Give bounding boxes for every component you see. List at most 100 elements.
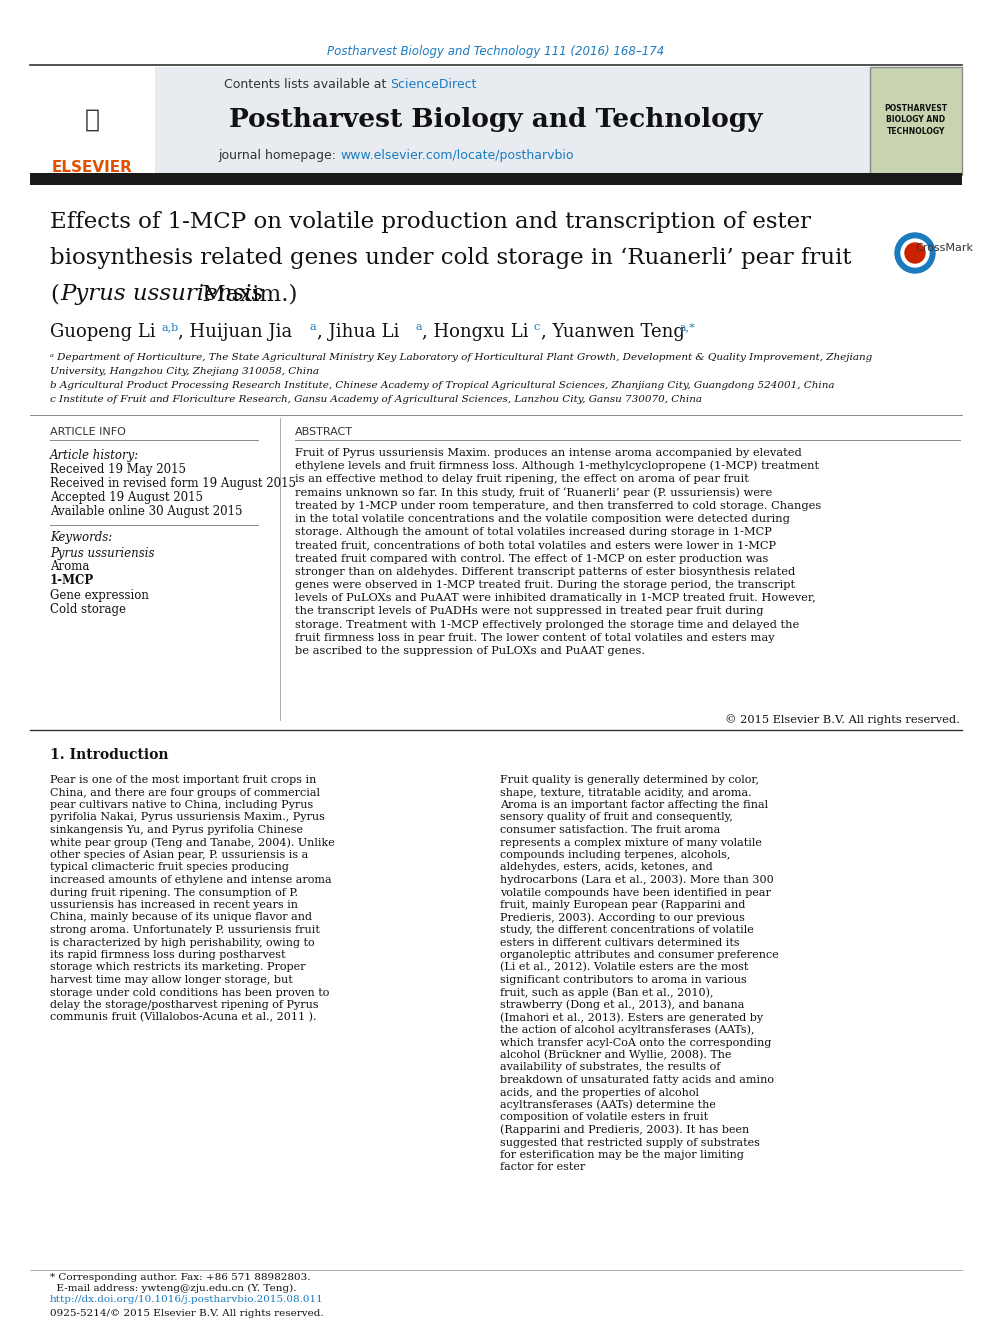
Text: study, the different concentrations of volatile: study, the different concentrations of v… (500, 925, 754, 935)
Text: (: ( (50, 283, 59, 306)
Text: hydrocarbons (Lara et al., 2003). More than 300: hydrocarbons (Lara et al., 2003). More t… (500, 875, 774, 885)
Text: , Yuanwen Teng: , Yuanwen Teng (541, 323, 684, 341)
Text: Fruit of Pyrus ussuriensis Maxim. produces an intense aroma accompanied by eleva: Fruit of Pyrus ussuriensis Maxim. produc… (295, 448, 802, 458)
Text: © 2015 Elsevier B.V. All rights reserved.: © 2015 Elsevier B.V. All rights reserved… (725, 714, 960, 725)
Text: 0925-5214/© 2015 Elsevier B.V. All rights reserved.: 0925-5214/© 2015 Elsevier B.V. All right… (50, 1310, 323, 1319)
Text: shape, texture, titratable acidity, and aroma.: shape, texture, titratable acidity, and … (500, 787, 752, 798)
FancyBboxPatch shape (30, 173, 962, 185)
Text: alcohol (Brückner and Wyllie, 2008). The: alcohol (Brückner and Wyllie, 2008). The (500, 1049, 731, 1060)
Text: Cold storage: Cold storage (50, 602, 126, 615)
Text: Postharvest Biology and Technology 111 (2016) 168–174: Postharvest Biology and Technology 111 (… (327, 45, 665, 58)
Text: is an effective method to delay fruit ripening, the effect on aroma of pear frui: is an effective method to delay fruit ri… (295, 475, 749, 484)
Text: its rapid firmness loss during postharvest: its rapid firmness loss during postharve… (50, 950, 286, 960)
Text: http://dx.doi.org/10.1016/j.postharvbio.2015.08.011: http://dx.doi.org/10.1016/j.postharvbio.… (50, 1295, 323, 1304)
Text: biosynthesis related genes under cold storage in ‘Ruanerli’ pear fruit: biosynthesis related genes under cold st… (50, 247, 851, 269)
Text: sensory quality of fruit and consequently,: sensory quality of fruit and consequentl… (500, 812, 733, 823)
Text: CrossMark: CrossMark (915, 243, 973, 253)
Text: white pear group (Teng and Tanabe, 2004). Unlike: white pear group (Teng and Tanabe, 2004)… (50, 837, 334, 848)
Text: which transfer acyl-CoA onto the corresponding: which transfer acyl-CoA onto the corresp… (500, 1037, 772, 1048)
Text: Keywords:: Keywords: (50, 532, 112, 545)
Text: remains unknown so far. In this study, fruit of ‘Ruanerli’ pear (P. ussuriensis): remains unknown so far. In this study, f… (295, 487, 772, 497)
Text: Aroma: Aroma (50, 561, 89, 573)
Text: Effects of 1-MCP on volatile production and transcription of ester: Effects of 1-MCP on volatile production … (50, 210, 811, 233)
Text: harvest time may allow longer storage, but: harvest time may allow longer storage, b… (50, 975, 293, 986)
Text: factor for ester: factor for ester (500, 1163, 585, 1172)
Text: (Rapparini and Predieris, 2003). It has been: (Rapparini and Predieris, 2003). It has … (500, 1125, 749, 1135)
Text: suggested that restricted supply of substrates: suggested that restricted supply of subs… (500, 1138, 760, 1147)
Text: Postharvest Biology and Technology: Postharvest Biology and Technology (229, 107, 763, 132)
Text: Available online 30 August 2015: Available online 30 August 2015 (50, 505, 242, 519)
Text: 1-MCP: 1-MCP (50, 574, 94, 587)
Text: a: a (415, 321, 422, 332)
Text: be ascribed to the suppression of PuLOXs and PuAAT genes.: be ascribed to the suppression of PuLOXs… (295, 646, 645, 656)
Text: ARTICLE INFO: ARTICLE INFO (50, 427, 126, 437)
Text: typical climacteric fruit species producing: typical climacteric fruit species produc… (50, 863, 289, 872)
Text: treated by 1-MCP under room temperature, and then transferred to cold storage. C: treated by 1-MCP under room temperature,… (295, 501, 821, 511)
Text: Contents lists available at: Contents lists available at (223, 78, 390, 91)
Text: (Imahori et al., 2013). Esters are generated by: (Imahori et al., 2013). Esters are gener… (500, 1012, 763, 1023)
Text: b Agricultural Product Processing Research Institute, Chinese Academy of Tropica: b Agricultural Product Processing Resear… (50, 381, 834, 390)
Text: storage under cold conditions has been proven to: storage under cold conditions has been p… (50, 987, 329, 998)
Text: fruit, mainly European pear (Rapparini and: fruit, mainly European pear (Rapparini a… (500, 900, 745, 910)
Text: www.elsevier.com/locate/postharvbio: www.elsevier.com/locate/postharvbio (340, 148, 573, 161)
Text: Article history:: Article history: (50, 448, 139, 462)
Text: ussuriensis has increased in recent years in: ussuriensis has increased in recent year… (50, 900, 298, 910)
Text: , Jihua Li: , Jihua Li (317, 323, 400, 341)
Text: Gene expression: Gene expression (50, 589, 149, 602)
Text: a,*: a,* (680, 321, 695, 332)
Text: communis fruit (Villalobos-Acuna et al., 2011 ).: communis fruit (Villalobos-Acuna et al.,… (50, 1012, 316, 1023)
Text: storage which restricts its marketing. Proper: storage which restricts its marketing. P… (50, 963, 306, 972)
Text: a: a (310, 321, 316, 332)
Text: Received in revised form 19 August 2015: Received in revised form 19 August 2015 (50, 478, 296, 491)
Text: breakdown of unsaturated fatty acids and amino: breakdown of unsaturated fatty acids and… (500, 1076, 774, 1085)
Text: sinkangensis Yu, and Pyrus pyrifolia Chinese: sinkangensis Yu, and Pyrus pyrifolia Chi… (50, 826, 303, 835)
Text: Pyrus ussuriensis: Pyrus ussuriensis (50, 546, 155, 560)
Text: (Li et al., 2012). Volatile esters are the most: (Li et al., 2012). Volatile esters are t… (500, 962, 748, 972)
Text: in the total volatile concentrations and the volatile composition were detected : in the total volatile concentrations and… (295, 515, 790, 524)
Text: ᵃ Department of Horticulture, The State Agricultural Ministry Key Laboratory of : ᵃ Department of Horticulture, The State … (50, 353, 872, 363)
FancyBboxPatch shape (30, 67, 962, 175)
Text: ABSTRACT: ABSTRACT (295, 427, 353, 437)
Text: represents a complex mixture of many volatile: represents a complex mixture of many vol… (500, 837, 762, 848)
Text: journal homepage:: journal homepage: (218, 148, 340, 161)
Text: genes were observed in 1-MCP treated fruit. During the storage period, the trans: genes were observed in 1-MCP treated fru… (295, 579, 796, 590)
Text: strawberry (Dong et al., 2013), and banana: strawberry (Dong et al., 2013), and bana… (500, 1000, 744, 1011)
Text: Aroma is an important factor affecting the final: Aroma is an important factor affecting t… (500, 800, 768, 810)
Text: organoleptic attributes and consumer preference: organoleptic attributes and consumer pre… (500, 950, 779, 960)
Text: volatile compounds have been identified in pear: volatile compounds have been identified … (500, 888, 771, 897)
Circle shape (895, 233, 935, 273)
Text: acids, and the properties of alcohol: acids, and the properties of alcohol (500, 1088, 699, 1098)
Text: Received 19 May 2015: Received 19 May 2015 (50, 463, 186, 476)
Text: 🌳: 🌳 (84, 108, 99, 132)
FancyBboxPatch shape (30, 67, 155, 175)
Text: the transcript levels of PuADHs were not suppressed in treated pear fruit during: the transcript levels of PuADHs were not… (295, 606, 764, 617)
Text: the action of alcohol acyltransferases (AATs),: the action of alcohol acyltransferases (… (500, 1025, 755, 1036)
Circle shape (901, 239, 929, 267)
Text: for esterification may be the major limiting: for esterification may be the major limi… (500, 1150, 744, 1160)
Text: is characterized by high perishability, owing to: is characterized by high perishability, … (50, 938, 314, 947)
Text: ethylene levels and fruit firmness loss. Although 1-methylcyclopropene (1-MCP) t: ethylene levels and fruit firmness loss.… (295, 460, 819, 471)
Text: ScienceDirect: ScienceDirect (390, 78, 476, 91)
Text: storage. Treatment with 1-MCP effectively prolonged the storage time and delayed: storage. Treatment with 1-MCP effectivel… (295, 619, 800, 630)
Text: c Institute of Fruit and Floriculture Research, Gansu Academy of Agricultural Sc: c Institute of Fruit and Floriculture Re… (50, 396, 702, 405)
Text: esters in different cultivars determined its: esters in different cultivars determined… (500, 938, 740, 947)
Text: strong aroma. Unfortunately P. ussuriensis fruit: strong aroma. Unfortunately P. ussuriens… (50, 925, 319, 935)
Text: Pear is one of the most important fruit crops in: Pear is one of the most important fruit … (50, 775, 316, 785)
Text: Predieris, 2003). According to our previous: Predieris, 2003). According to our previ… (500, 913, 745, 922)
Text: during fruit ripening. The consumption of P.: during fruit ripening. The consumption o… (50, 888, 299, 897)
Text: availability of substrates, the results of: availability of substrates, the results … (500, 1062, 720, 1073)
Text: Guopeng Li: Guopeng Li (50, 323, 156, 341)
Text: storage. Although the amount of total volatiles increased during storage in 1-MC: storage. Although the amount of total vo… (295, 527, 772, 537)
Text: compounds including terpenes, alcohols,: compounds including terpenes, alcohols, (500, 849, 730, 860)
Text: c: c (534, 321, 541, 332)
Text: consumer satisfaction. The fruit aroma: consumer satisfaction. The fruit aroma (500, 826, 720, 835)
Text: fruit firmness loss in pear fruit. The lower content of total volatiles and este: fruit firmness loss in pear fruit. The l… (295, 632, 775, 643)
Text: POSTHARVEST
BIOLOGY AND
TECHNOLOGY: POSTHARVEST BIOLOGY AND TECHNOLOGY (885, 105, 947, 135)
Text: Maxim.): Maxim.) (195, 283, 298, 306)
Text: other species of Asian pear, P. ussuriensis is a: other species of Asian pear, P. ussurien… (50, 849, 309, 860)
Text: pyrifolia Nakai, Pyrus ussuriensis Maxim., Pyrus: pyrifolia Nakai, Pyrus ussuriensis Maxim… (50, 812, 324, 823)
FancyBboxPatch shape (870, 67, 962, 175)
Text: composition of volatile esters in fruit: composition of volatile esters in fruit (500, 1113, 708, 1122)
Text: Accepted 19 August 2015: Accepted 19 August 2015 (50, 492, 203, 504)
Text: , Hongxu Li: , Hongxu Li (422, 323, 529, 341)
